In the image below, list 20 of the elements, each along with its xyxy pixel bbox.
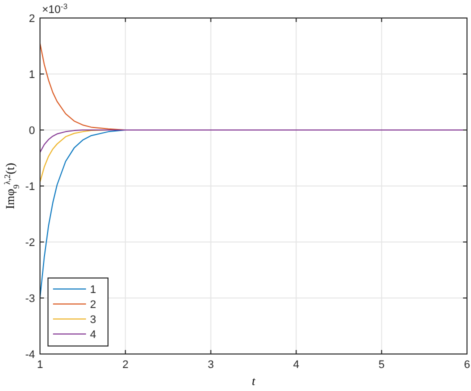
legend-label: 1 bbox=[90, 284, 96, 296]
text: ×10$^{-3}$ bbox=[42, 2, 68, 16]
x-tick-label: 3 bbox=[208, 359, 214, 371]
legend-label: 2 bbox=[90, 299, 96, 311]
y-tick-label: 1 bbox=[28, 69, 35, 81]
legend-label: 4 bbox=[90, 329, 96, 341]
x-tick-label: 1 bbox=[36, 359, 44, 371]
y-tick-label: 0 bbox=[28, 125, 35, 137]
line-series bbox=[40, 130, 126, 298]
x-axis-title: t bbox=[252, 374, 256, 388]
y-tick-label: -1 bbox=[25, 181, 35, 193]
legend-label: 3 bbox=[90, 314, 96, 326]
x-tick-label: 6 bbox=[464, 359, 470, 371]
x-tick-label: 5 bbox=[378, 359, 385, 371]
y-tick-label: -3 bbox=[25, 293, 35, 305]
y-tick-label: 2 bbox=[28, 13, 35, 25]
x-tick-label: 2 bbox=[122, 359, 128, 371]
y-tick-label: -2 bbox=[25, 237, 35, 249]
x-tick-label: 4 bbox=[293, 359, 300, 371]
y-tick-label: -4 bbox=[25, 349, 35, 361]
